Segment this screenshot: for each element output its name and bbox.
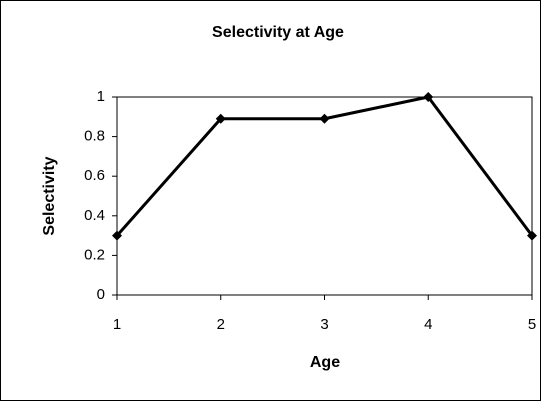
y-tick-label: 1 — [97, 88, 105, 105]
y-tick-label: 0.4 — [84, 207, 105, 224]
y-tick-label: 0.8 — [84, 128, 105, 145]
x-axis-label: Age — [310, 354, 340, 371]
data-marker — [215, 113, 226, 124]
data-marker — [319, 113, 330, 124]
data-marker — [527, 230, 537, 241]
x-tick-label: 3 — [320, 316, 328, 333]
y-tick-label: 0.2 — [84, 246, 105, 263]
x-tick-label: 4 — [424, 316, 432, 333]
x-tick-label: 5 — [528, 316, 536, 333]
y-tick-label: 0.6 — [84, 167, 105, 184]
x-tick-label: 2 — [217, 316, 225, 333]
y-tick-label: 0 — [97, 286, 105, 303]
chart-title: Selectivity at Age — [212, 24, 344, 41]
y-axis-label: Selectivity — [41, 156, 58, 235]
x-tick-label: 1 — [113, 316, 121, 333]
data-marker — [112, 230, 122, 241]
data-marker — [423, 92, 434, 102]
